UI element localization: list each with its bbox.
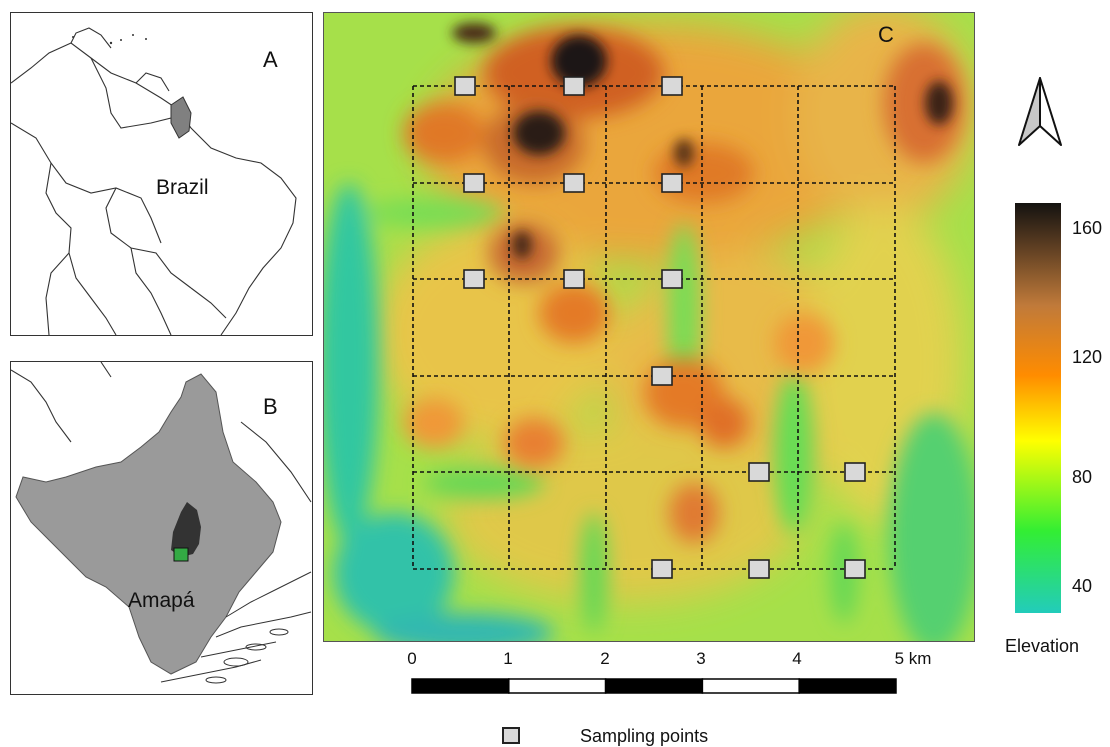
panel-letter-a: A xyxy=(263,47,278,72)
state-label: Amapá xyxy=(128,589,195,612)
elevation-map: C xyxy=(323,12,975,642)
sampling-point xyxy=(661,269,683,289)
elevation-raster xyxy=(324,13,974,641)
inset-map-amapa: B Amapá xyxy=(10,361,313,695)
scale-label-4: 4 xyxy=(792,649,802,668)
scale-label-3: 3 xyxy=(696,649,706,668)
elevation-colorbar xyxy=(1015,203,1061,613)
sampling-point xyxy=(661,173,683,193)
sampling-point xyxy=(563,173,585,193)
scale-label-2: 2 xyxy=(600,649,610,668)
scale-bar-segment xyxy=(604,678,704,694)
inset-map-south-america: A Brazil xyxy=(10,12,313,336)
study-area-marker xyxy=(173,547,189,562)
south-america-outline xyxy=(11,27,297,335)
country-label: Brazil xyxy=(156,176,209,199)
sampling-point-legend-icon xyxy=(502,727,520,744)
scale-bar-segment xyxy=(701,678,800,694)
north-arrow-icon xyxy=(1018,77,1062,146)
panel-letter-c: C xyxy=(878,22,894,47)
scale-bar-segment xyxy=(798,678,897,694)
sampling-point xyxy=(748,559,770,579)
colorbar-tick-40: 40 xyxy=(1072,576,1093,596)
legend-label: Sampling points xyxy=(580,726,709,746)
sampling-point xyxy=(563,76,585,96)
scale-bar-segment xyxy=(411,678,510,694)
sampling-point xyxy=(651,559,673,579)
sampling-point xyxy=(463,173,485,193)
sampling-point xyxy=(454,76,476,96)
scale-label-5: 5 km xyxy=(894,649,932,668)
sampling-grid xyxy=(412,76,896,579)
scale-label-1: 1 xyxy=(503,649,513,668)
grid-lines xyxy=(412,85,896,570)
sampling-point xyxy=(661,76,683,96)
scale-bar xyxy=(411,678,897,694)
sampling-point xyxy=(563,269,585,289)
colorbar-title: Elevation xyxy=(1005,636,1080,656)
sampling-point xyxy=(844,559,866,579)
sampling-points xyxy=(454,76,866,579)
colorbar-tick-160: 160 xyxy=(1072,218,1103,238)
panel-letter-b: B xyxy=(263,394,278,419)
amapa-highlight xyxy=(170,96,192,139)
sampling-point xyxy=(651,366,673,386)
colorbar-tick-80: 80 xyxy=(1072,467,1093,487)
sampling-point xyxy=(748,462,770,482)
scale-label-0: 0 xyxy=(407,649,417,668)
scale-bar-segment xyxy=(508,678,607,694)
sampling-point xyxy=(844,462,866,482)
sampling-point xyxy=(463,269,485,289)
amapa-outline xyxy=(11,362,312,684)
colorbar-tick-120: 120 xyxy=(1072,347,1103,367)
